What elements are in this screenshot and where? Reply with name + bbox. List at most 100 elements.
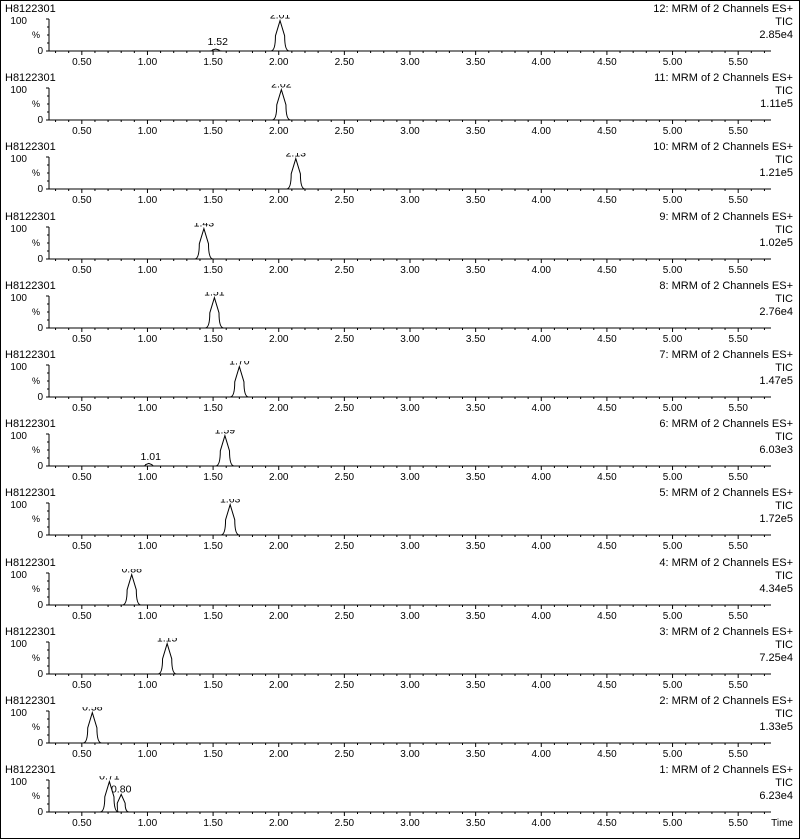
chromatogram-svg: 1000%0.501.001.502.002.503.003.504.004.5… [1,223,800,277]
x-tick-label: 1.00 [138,818,158,829]
y-tick-0: 0 [37,530,43,541]
chromatogram-stack: H8122301 12: MRM of 2 Channels ES+ TIC 2… [1,1,799,831]
y-tick-100: 100 [10,431,27,442]
x-tick-label: 4.00 [532,541,552,552]
x-tick-label: 5.50 [728,472,748,483]
x-tick-label: 3.50 [466,818,486,829]
x-tick-label: 3.50 [466,749,486,760]
x-tick-label: 4.00 [532,334,552,345]
channel-label: 7: MRM of 2 Channels ES+ [659,349,793,361]
y-tick-100: 100 [10,570,27,581]
y-tick-100: 100 [10,500,27,511]
chromatogram-panel: H8122301 9: MRM of 2 Channels ES+ TIC 1.… [1,209,799,278]
x-tick-label: 3.00 [400,749,420,760]
y-tick-0: 0 [37,600,43,611]
x-tick-label: 2.50 [335,334,355,345]
y-unit: % [32,30,40,40]
x-tick-label: 2.00 [269,472,289,483]
x-tick-label: 1.50 [203,472,223,483]
chromatogram-svg: 1000%0.501.001.502.002.503.003.504.004.5… [1,638,800,692]
y-tick-0: 0 [37,254,43,265]
y-tick-0: 0 [37,184,43,195]
x-tick-label: 2.00 [269,680,289,691]
chromatogram-panel: H8122301 10: MRM of 2 Channels ES+ TIC 1… [1,139,799,208]
y-tick-100: 100 [10,777,27,788]
x-tick-label: 1.00 [138,334,158,345]
channel-label: 1: MRM of 2 Channels ES+ [659,764,793,776]
x-tick-label: 3.00 [400,680,420,691]
sample-id: H8122301 [5,72,56,84]
x-tick-label: 3.50 [466,403,486,414]
x-tick-label: 5.00 [663,57,683,68]
x-tick-label: 0.50 [72,57,92,68]
x-tick-label: 4.00 [532,611,552,622]
sample-id: H8122301 [5,141,56,153]
sample-id: H8122301 [5,349,56,361]
y-unit: % [32,376,40,386]
x-tick-label: 5.50 [728,611,748,622]
trace-line [49,712,771,742]
peak-rt-label: 1.15 [157,638,178,645]
x-tick-label: 2.00 [269,57,289,68]
sample-id: H8122301 [5,280,56,292]
chromatogram-svg: 1000%0.501.001.502.002.503.003.504.004.5… [1,776,800,830]
trace-line [49,505,771,535]
peak-rt-label: 2.13 [286,153,307,160]
x-tick-label: 1.50 [203,749,223,760]
chromatogram-svg: 1000%0.501.001.502.002.503.003.504.004.5… [1,569,800,623]
x-tick-label: 2.50 [335,265,355,276]
peak-rt-label: 1.59 [215,430,236,437]
x-tick-label: 5.00 [663,126,683,137]
x-tick-label: 4.50 [597,126,617,137]
x-tick-label: 1.00 [138,195,158,206]
x-tick-label: 4.50 [597,818,617,829]
x-tick-label: 1.50 [203,265,223,276]
x-tick-label: 3.50 [466,265,486,276]
x-tick-label: 2.00 [269,403,289,414]
x-tick-label: 5.50 [728,818,748,829]
trace-line [49,643,771,673]
channel-label: 9: MRM of 2 Channels ES+ [659,211,793,223]
channel-label: 11: MRM of 2 Channels ES+ [654,72,793,84]
y-tick-0: 0 [37,323,43,334]
channel-label: 10: MRM of 2 Channels ES+ [653,141,793,153]
x-tick-label: 3.50 [466,334,486,345]
peak-rt-label: 1.52 [207,36,228,48]
x-tick-label: 3.00 [400,541,420,552]
x-tick-label: 2.50 [335,611,355,622]
chromatogram-svg: 1000%0.501.001.502.002.503.003.504.004.5… [1,430,800,484]
channel-label: 5: MRM of 2 Channels ES+ [659,487,793,499]
x-tick-label: 5.50 [728,749,748,760]
x-tick-label: 3.00 [400,265,420,276]
y-tick-0: 0 [37,46,43,57]
y-tick-0: 0 [37,461,43,472]
x-tick-label: 0.50 [72,195,92,206]
x-tick-label: 1.50 [203,541,223,552]
sample-id: H8122301 [5,695,56,707]
x-tick-label: 1.50 [203,195,223,206]
x-tick-label: 4.00 [532,680,552,691]
x-tick-label: 0.50 [72,126,92,137]
x-tick-label: 0.50 [72,265,92,276]
x-tick-label: 2.50 [335,680,355,691]
y-tick-100: 100 [10,16,27,27]
x-tick-label: 2.00 [269,749,289,760]
chromatogram-panel: H8122301 4: MRM of 2 Channels ES+ TIC 4.… [1,555,799,624]
x-tick-label: 3.50 [466,680,486,691]
x-tick-label: 4.50 [597,611,617,622]
trace-line [49,367,771,397]
channel-label: 12: MRM of 2 Channels ES+ [653,3,793,15]
chromatogram-panel: H8122301 3: MRM of 2 Channels ES+ TIC 7.… [1,624,799,693]
x-tick-label: 1.00 [138,403,158,414]
peak-rt-label: 2.01 [270,15,291,22]
x-tick-label: 5.00 [663,818,683,829]
y-tick-0: 0 [37,738,43,749]
sample-id: H8122301 [5,211,56,223]
chromatogram-panel: H8122301 2: MRM of 2 Channels ES+ TIC 1.… [1,693,799,762]
x-tick-label: 1.50 [203,334,223,345]
x-tick-label: 5.50 [728,541,748,552]
x-tick-label: 5.50 [728,195,748,206]
x-tick-label: 3.00 [400,403,420,414]
y-tick-100: 100 [10,85,27,96]
chromatogram-panel: H8122301 8: MRM of 2 Channels ES+ TIC 2.… [1,278,799,347]
